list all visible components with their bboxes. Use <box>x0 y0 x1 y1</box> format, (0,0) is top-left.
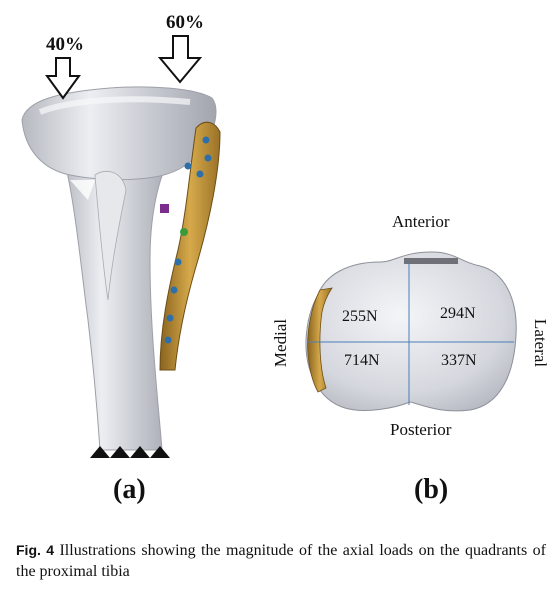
load-arrow-medial <box>45 57 81 100</box>
load-label-medial: 40% <box>46 34 84 55</box>
caption-text: Illustrations showing the magnitude of t… <box>16 542 546 580</box>
label-lateral: Lateral <box>531 318 551 368</box>
panel-label-b: (b) <box>414 474 449 505</box>
figure-illustration <box>21 35 517 458</box>
screw <box>180 228 188 236</box>
load-arrow-lateral <box>157 35 203 84</box>
label-posterior: Posterior <box>390 420 452 439</box>
screw <box>202 136 210 144</box>
force-posterior-lateral: 337N <box>441 352 477 369</box>
screw <box>166 314 174 322</box>
bone-plate <box>159 121 221 371</box>
load-label-lateral: 60% <box>166 12 204 33</box>
label-medial: Medial <box>271 318 291 368</box>
screw <box>184 162 192 170</box>
screw <box>170 286 178 294</box>
force-anterior-lateral: 294N <box>440 305 476 322</box>
figure-caption: Fig. 4 Illustrations showing the magnitu… <box>16 540 546 582</box>
screw <box>164 336 172 344</box>
panel-label-a: (a) <box>113 474 146 505</box>
figure-number: Fig. 4 <box>16 542 55 558</box>
force-posterior-medial: 714N <box>344 352 380 369</box>
screw <box>204 154 212 162</box>
screw <box>174 258 182 266</box>
tibia-model <box>21 86 217 458</box>
tibial-plateau <box>305 251 517 412</box>
label-anterior: Anterior <box>392 212 450 231</box>
tibia-shaft <box>61 149 176 451</box>
screw <box>196 170 204 178</box>
force-anterior-medial: 255N <box>342 308 378 325</box>
